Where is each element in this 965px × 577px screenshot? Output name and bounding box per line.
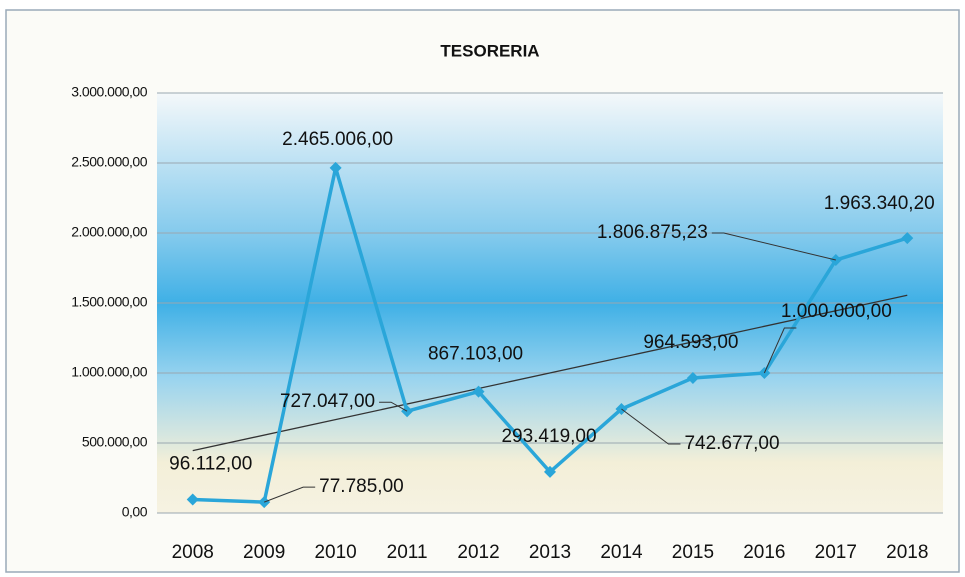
data-label: 1.000.000,00 [781,301,892,322]
trendline [192,294,908,452]
x-tick-label: 2008 [172,542,214,563]
leader-line [763,327,797,374]
data-label: 96.112,00 [169,454,252,475]
x-tick-label: 2018 [886,542,928,563]
x-tick-label: 2017 [815,542,857,563]
data-label: 742.677,00 [684,433,779,454]
data-label: 727.047,00 [280,391,375,412]
data-label: 1.806.875,23 [597,222,708,243]
y-tick-label: 0,00 [122,504,148,520]
data-point [329,161,342,174]
x-tick-label: 2012 [457,542,499,563]
data-label: 77.785,00 [319,476,404,497]
leader-line [621,408,681,445]
y-tick-label: 500.000,00 [82,434,148,450]
data-point [472,385,485,398]
x-tick-label: 2014 [600,542,643,563]
leader-line [379,401,408,412]
y-tick-label: 3.000.000,00 [71,84,147,100]
x-tick-label: 2015 [672,542,714,563]
data-point [544,465,556,478]
x-tick-label: 2013 [529,542,571,563]
x-tick-label: 2016 [743,542,785,563]
data-label: 293.419,00 [501,426,596,447]
y-tick-label: 2.000.000,00 [71,224,147,240]
data-point [186,493,199,506]
y-tick-label: 1.500.000,00 [71,294,147,310]
y-tick-label: 1.000.000,00 [71,364,147,380]
y-tick-label: 2.500.000,00 [71,154,147,170]
data-point [901,232,914,245]
data-label: 867.103,00 [428,344,523,365]
data-label: 1.963.340,20 [824,193,935,214]
leader-line [711,232,836,261]
x-tick-label: 2009 [243,542,285,563]
data-label: 2.465.006,00 [282,129,393,150]
leader-line [264,486,316,503]
data-label: 964.593,00 [643,332,738,353]
data-point [686,371,699,384]
x-tick-label: 2010 [314,542,356,563]
x-tick-label: 2011 [387,542,428,563]
chart-title: TESORERIA [440,41,539,60]
